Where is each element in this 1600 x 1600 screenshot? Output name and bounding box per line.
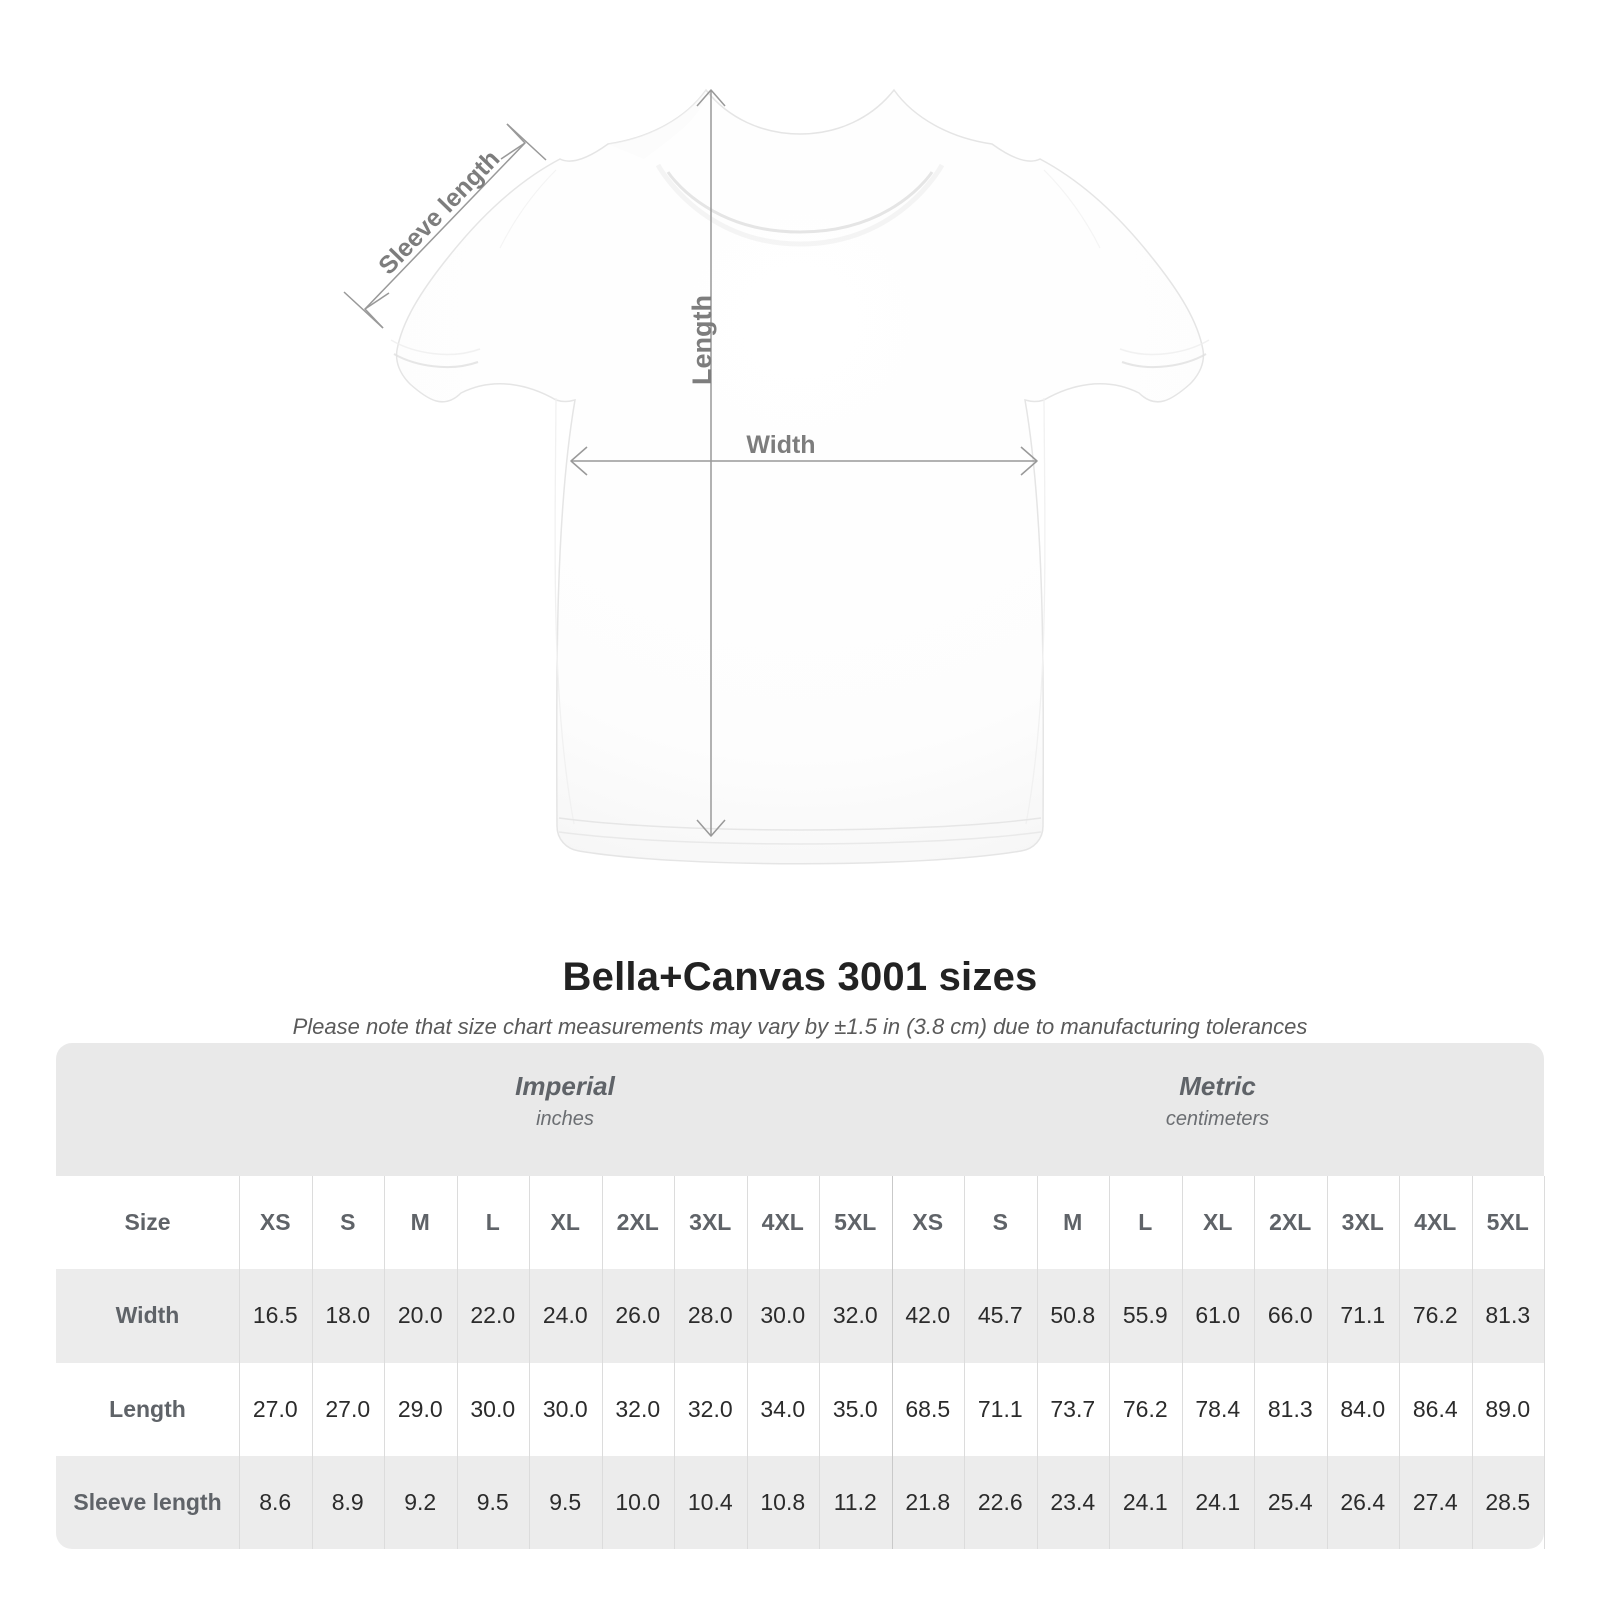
svg-text:Width: Width (746, 431, 815, 459)
svg-text:Length: Length (687, 295, 717, 385)
